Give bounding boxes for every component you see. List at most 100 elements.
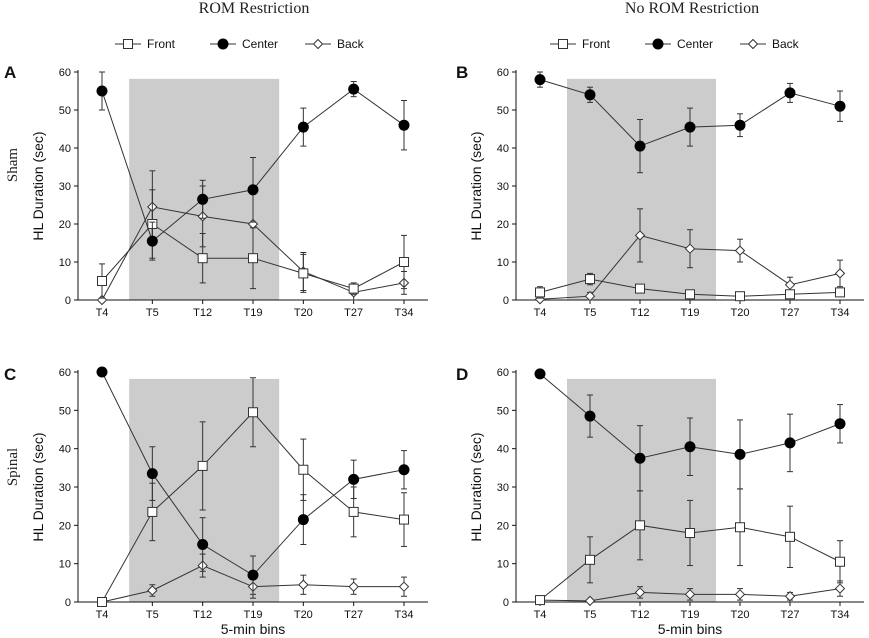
x-tick-label-b-t27: T27 — [781, 307, 800, 319]
x-tick-label-c-t34: T34 — [395, 609, 414, 621]
point-a-center-t12 — [197, 193, 209, 205]
x-tick-label-a-t34: T34 — [395, 307, 414, 319]
series-b-front — [535, 272, 845, 302]
point-a-front-t19 — [248, 253, 258, 264]
point-b-center-t12 — [634, 140, 646, 152]
point-b-center-t20 — [734, 119, 746, 131]
x-tick-label-b-t20: T20 — [731, 307, 750, 319]
column-title-no-rom: No ROM Restriction — [625, 0, 759, 17]
shaded-region-b — [567, 78, 716, 300]
y-tick-label-b-10: 10 — [497, 257, 509, 269]
point-b-center-t5 — [584, 89, 596, 101]
y-tick-label-a-50: 50 — [59, 105, 71, 117]
legend-label-front: Front — [582, 37, 611, 51]
point-b-front-t12 — [635, 283, 645, 294]
legend-right: Front Center Back — [550, 37, 800, 51]
point-c-back-t20 — [298, 579, 309, 590]
panel-a: 0 10 20 30 40 50 60 T4 T5 T12 T19 T20 T27 T34 HL Durat… — [4, 63, 428, 319]
point-b-front-t27 — [785, 289, 795, 300]
x-tick-label-a-t12: T12 — [193, 307, 212, 319]
y-axis-title-d: HL Duration (sec) — [468, 432, 484, 541]
point-b-front-t5 — [585, 274, 595, 285]
x-tick-label-b-t4: T4 — [534, 307, 547, 319]
point-b-back-t27 — [784, 279, 796, 291]
point-d-back-t27 — [784, 591, 796, 602]
y-tick-label-d-10: 10 — [497, 559, 509, 571]
y-tick-label-a-10: 10 — [59, 257, 71, 269]
y-axis-title-b: HL Duration (sec) — [468, 131, 484, 240]
x-tick-label-c-t20: T20 — [294, 609, 313, 621]
legend-marker-front — [123, 39, 133, 49]
y-tick-label-c-10: 10 — [59, 559, 71, 571]
x-tick-label-d-t20: T20 — [731, 609, 750, 621]
row-label-spinal: Spinal — [5, 448, 21, 486]
point-a-front-t4 — [97, 276, 107, 286]
y-tick-label-b-30: 30 — [497, 181, 509, 193]
y-tick-label-c-0: 0 — [65, 597, 71, 609]
point-a-front-t20 — [298, 268, 309, 279]
x-tick-label-d-t27: T27 — [781, 609, 800, 621]
point-d-front-t12 — [635, 520, 645, 531]
panel-c: 0 10 20 30 40 50 60 T4 T5 T12 T19 T20 T27 T34 HL Durat… — [4, 365, 428, 637]
point-d-front-t34 — [835, 556, 845, 567]
y-axis-title-c: HL Duration (sec) — [30, 432, 46, 541]
point-a-center-t4 — [96, 85, 108, 97]
y-tick-label-d-40: 40 — [497, 444, 509, 456]
y-tick-label-a-60: 60 — [59, 67, 71, 79]
panel-letter-d: D — [456, 365, 468, 384]
point-c-center-t5 — [146, 468, 158, 480]
point-c-front-t19 — [248, 407, 258, 418]
point-b-back-t5 — [584, 290, 596, 302]
point-d-center-t4 — [534, 368, 546, 380]
y-tick-label-b-40: 40 — [497, 143, 509, 155]
point-a-center-t20 — [297, 121, 309, 133]
series-c-center — [96, 366, 410, 595]
point-c-front-t4 — [97, 597, 107, 607]
point-b-front-t4 — [535, 287, 545, 298]
row-label-sham: Sham — [5, 148, 21, 183]
point-b-center-t19 — [684, 121, 696, 133]
x-tick-label-c-t5: T5 — [146, 609, 159, 621]
series-c-front — [97, 377, 409, 607]
x-tick-label-d-t4: T4 — [534, 609, 547, 621]
legend-label-center: Center — [677, 37, 713, 51]
series-b-back — [534, 208, 846, 305]
point-a-center-t27 — [348, 83, 360, 95]
column-title-rom: ROM Restriction — [199, 0, 310, 17]
y-tick-label-c-40: 40 — [59, 444, 71, 456]
point-d-center-t20 — [734, 448, 746, 460]
y-tick-label-a-20: 20 — [59, 219, 71, 231]
y-tick-label-b-60: 60 — [497, 67, 509, 79]
point-c-center-t34 — [398, 464, 410, 476]
point-c-center-t19 — [247, 569, 259, 581]
point-c-back-t5 — [147, 585, 158, 596]
x-tick-label-a-t5: T5 — [146, 307, 159, 319]
point-b-back-t19 — [684, 243, 696, 254]
legend-marker-back — [747, 38, 759, 50]
legend-left: Front Center Back — [115, 37, 365, 51]
y-axis-title-a: HL Duration (sec) — [30, 131, 46, 240]
y-tick-label-a-40: 40 — [59, 143, 71, 155]
point-d-center-t19 — [684, 441, 696, 453]
legend-marker-back — [312, 38, 324, 50]
point-d-center-t27 — [784, 437, 796, 449]
x-tick-label-a-t20: T20 — [294, 307, 313, 319]
x-tick-label-d-t5: T5 — [584, 609, 597, 621]
point-c-back-t34 — [398, 581, 410, 592]
point-d-front-t19 — [685, 528, 695, 538]
x-tick-label-d-t12: T12 — [631, 609, 650, 621]
panel-letter-b: B — [456, 63, 468, 82]
y-tick-label-d-0: 0 — [503, 597, 509, 609]
x-tick-label-a-t4: T4 — [96, 307, 109, 319]
point-a-front-t12 — [197, 253, 208, 264]
point-b-front-t19 — [685, 289, 695, 300]
x-tick-label-a-t27: T27 — [344, 307, 363, 319]
y-tick-label-b-0: 0 — [503, 295, 509, 307]
point-c-front-t5 — [147, 506, 158, 517]
y-tick-label-d-60: 60 — [497, 367, 509, 379]
point-b-front-t20 — [735, 291, 745, 302]
y-tick-label-c-60: 60 — [59, 367, 71, 379]
legend-label-back: Back — [337, 37, 365, 51]
series-d-center — [534, 368, 846, 492]
point-d-back-t5 — [584, 595, 596, 607]
